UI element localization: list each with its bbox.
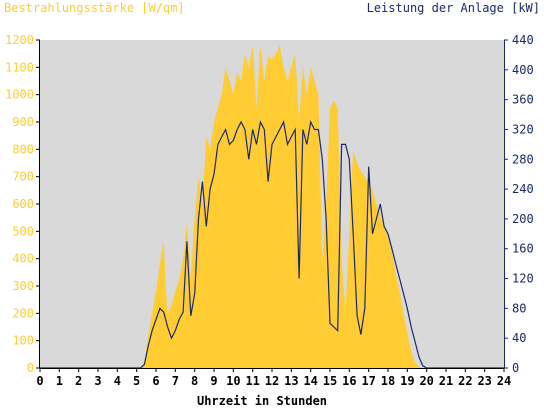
left-tick-label: 800 (12, 142, 34, 156)
left-tick-label: 400 (12, 252, 34, 266)
right-tick-label: 400 (512, 63, 534, 77)
left-tick-label: 1000 (5, 88, 34, 102)
x-tick-label: 20 (419, 374, 433, 388)
right-tick-label: 320 (512, 122, 534, 136)
x-tick-label: 6 (152, 374, 159, 388)
left-axis-title: Bestrahlungsstärke [W/qm] (4, 1, 185, 15)
x-tick-label: 16 (342, 374, 356, 388)
x-tick-label: 12 (265, 374, 279, 388)
right-tick-label: 240 (512, 182, 534, 196)
right-tick-label: 120 (512, 272, 534, 286)
x-tick-label: 9 (210, 374, 217, 388)
left-tick-label: 600 (12, 197, 34, 211)
right-tick-label: 0 (512, 361, 519, 375)
left-tick-label: 100 (12, 334, 34, 348)
right-tick-label: 80 (512, 301, 526, 315)
right-tick-label: 440 (512, 33, 534, 47)
x-tick-label: 24 (497, 374, 511, 388)
left-tick-label: 900 (12, 115, 34, 129)
left-tick-label: 500 (12, 224, 34, 238)
right-tick-label: 40 (512, 331, 526, 345)
x-tick-label: 8 (191, 374, 198, 388)
x-tick-label: 7 (172, 374, 179, 388)
x-tick-label: 10 (226, 374, 240, 388)
x-tick-label: 0 (36, 374, 43, 388)
x-axis-title: Uhrzeit in Stunden (197, 394, 327, 408)
power-line (40, 120, 504, 369)
x-tick-label: 5 (133, 374, 140, 388)
right-axis-title: Leistung der Anlage [kW] (367, 1, 540, 15)
x-tick-label: 1 (56, 374, 63, 388)
x-tick-label: 11 (245, 374, 259, 388)
x-tick-label: 3 (94, 374, 101, 388)
left-tick-label: 1200 (5, 33, 34, 47)
x-tick-label: 4 (114, 374, 121, 388)
left-tick-label: 0 (27, 361, 34, 375)
irradiance-area (40, 45, 504, 368)
x-tick-label: 19 (400, 374, 414, 388)
x-tick-label: 22 (458, 374, 472, 388)
right-tick-label: 280 (512, 152, 534, 166)
x-tick-label: 13 (284, 374, 298, 388)
left-tick-label: 700 (12, 170, 34, 184)
x-tick-label: 14 (303, 374, 317, 388)
x-tick-label: 18 (381, 374, 395, 388)
x-tick-label: 2 (75, 374, 82, 388)
right-tick-label: 360 (512, 93, 534, 107)
x-tick-label: 15 (323, 374, 337, 388)
left-tick-label: 200 (12, 306, 34, 320)
x-tick-label: 21 (439, 374, 453, 388)
left-tick-label: 300 (12, 279, 34, 293)
x-tick-label: 23 (477, 374, 491, 388)
right-tick-label: 160 (512, 242, 534, 256)
x-tick-label: 17 (361, 374, 375, 388)
left-tick-label: 1100 (5, 60, 34, 74)
right-tick-label: 200 (512, 212, 534, 226)
